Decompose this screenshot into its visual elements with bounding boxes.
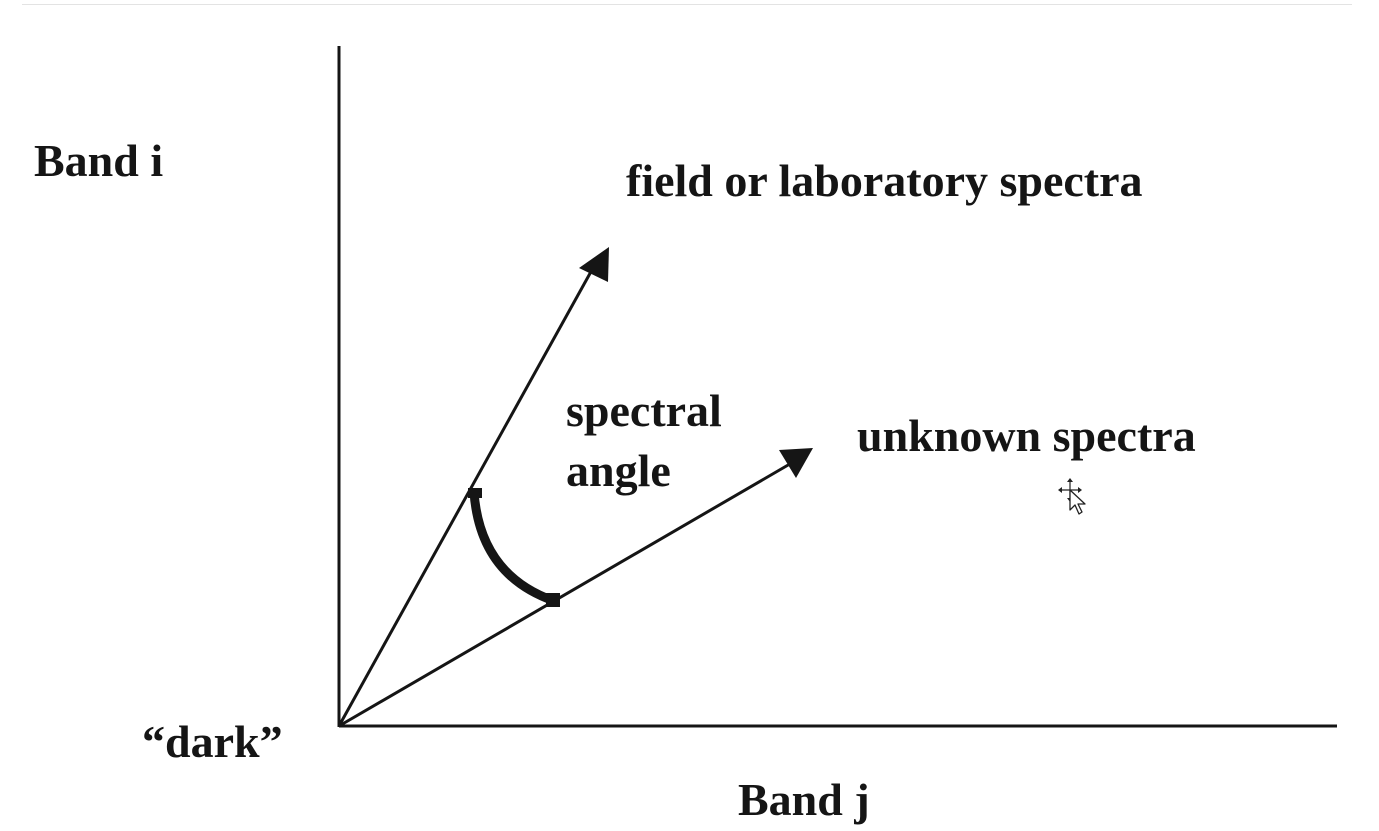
band-j-label: Band j <box>738 774 870 825</box>
spectral-angle-label-line1: spectral <box>566 385 722 436</box>
arc-end-cap-top <box>468 488 482 498</box>
spectral-angle-arc <box>469 491 556 606</box>
top-divider <box>22 4 1352 5</box>
reference-spectrum-vector <box>337 267 595 727</box>
spectral-angle-label-line2: angle <box>566 445 671 496</box>
unknown-spectrum-vector <box>338 459 796 728</box>
origin-dark-label: “dark” <box>142 716 283 767</box>
arc-end-cap-bottom <box>546 593 560 607</box>
unknown-spectra-label: unknown spectra <box>857 410 1196 461</box>
unknown-arrowhead <box>779 448 813 478</box>
reference-arrowhead <box>579 247 609 282</box>
reference-spectra-label: field or laboratory spectra <box>626 155 1143 206</box>
move-pointer-icon <box>1058 478 1086 515</box>
band-i-label: Band i <box>34 135 164 186</box>
